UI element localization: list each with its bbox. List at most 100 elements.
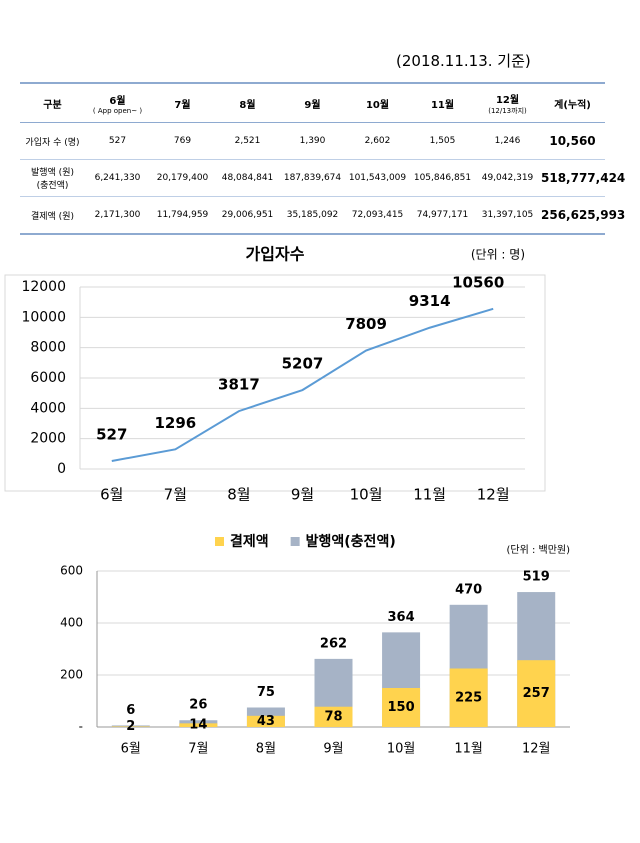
column-header: 계(누적): [540, 82, 605, 123]
row-label: 가입자 수 (명): [20, 122, 85, 160]
column-header: 8월: [215, 82, 280, 123]
x-tick-label: 9월: [323, 742, 343, 757]
y-tick-label: 400: [60, 616, 83, 630]
data-label: 5207: [282, 355, 324, 373]
table-cell: 35,185,092: [280, 196, 345, 235]
table-cell: 20,179,400: [150, 159, 215, 197]
column-header: 구분: [20, 82, 85, 123]
data-label: 14: [189, 718, 207, 733]
data-label: 6: [126, 703, 135, 718]
y-tick-label: 600: [60, 564, 83, 578]
legend-swatch: [290, 537, 300, 546]
data-label: 2: [126, 719, 135, 734]
y-tick-label: 2000: [30, 431, 66, 447]
x-tick-label: 9월: [291, 486, 314, 504]
data-label: 75: [257, 685, 275, 700]
x-tick-label: 8월: [256, 742, 276, 757]
row-label: 발행액 (원) (충전액): [20, 159, 85, 197]
table-cell: 527: [85, 122, 150, 160]
bar: [449, 668, 488, 727]
x-tick-label: 12월: [522, 742, 551, 757]
x-tick-label: 7월: [164, 486, 187, 504]
table-cell: 11,794,959: [150, 196, 215, 235]
line-series: [111, 307, 494, 462]
table-cell: 105,846,851: [410, 159, 475, 197]
table-cell: 1,390: [280, 122, 345, 160]
data-label: 519: [523, 570, 550, 585]
data-label: 527: [96, 426, 127, 444]
x-tick-label: 7월: [188, 742, 208, 757]
table-cell: 2,171,300: [85, 196, 150, 235]
table-cell: 74,977,171: [410, 196, 475, 235]
y-tick-label: 10000: [21, 309, 66, 325]
table-cell: 72,093,415: [345, 196, 410, 235]
data-label: 78: [324, 709, 342, 724]
x-tick-label: 10월: [350, 486, 383, 504]
bar: [314, 706, 353, 727]
data-label: 150: [388, 700, 415, 715]
bar: [246, 715, 285, 727]
plot-frame: [4, 274, 546, 492]
table-cell: 2,602: [345, 122, 410, 160]
data-label: 9314: [409, 292, 451, 310]
x-tick-label: 6월: [100, 486, 123, 504]
y-tick-label: 8000: [30, 340, 66, 356]
data-label: 26: [189, 698, 207, 713]
bar-chart: - 200 400 600 6월 7월 8월 9월 10월 11월 12월 (단위 : 백만원) 결제액…: [60, 533, 570, 757]
column-header: 11월: [410, 82, 475, 123]
y-tick-label: 200: [60, 668, 83, 682]
column-header-label: 6월: [109, 95, 126, 107]
column-header: 10월: [345, 82, 410, 123]
table-cell: 518,777,424: [540, 159, 625, 197]
table-cell: 2,521: [215, 122, 280, 160]
y-tick-label: 6000: [30, 370, 66, 386]
y-tick-label: -: [79, 720, 83, 734]
x-tick-label: 11월: [413, 486, 446, 504]
data-label: 262: [320, 636, 347, 651]
table-cell: 49,042,319: [475, 159, 540, 197]
legend-swatch: [215, 537, 224, 546]
bar: [179, 723, 218, 727]
table-row: 결제액 (원) 2,171,300 11,794,959 29,006,951 35,1…: [20, 196, 625, 235]
summary-table: 구분 6월( App open~ ) 7월 8월 9월 10월 11월 12월 (12/13까지…: [20, 82, 625, 235]
date-note: (2018.11.13. 기준): [396, 52, 531, 70]
data-label: 3817: [218, 376, 260, 394]
row-label-line: (충전액): [36, 181, 69, 191]
data-label: 364: [388, 610, 415, 625]
legend-label: 발행액(충전액): [306, 533, 396, 550]
data-label: 43: [257, 714, 275, 729]
y-tick-label: 4000: [30, 400, 66, 416]
x-tick-label: 6월: [121, 742, 141, 757]
data-label: 225: [455, 690, 482, 705]
row-label-line: 가입자 수 (명): [25, 137, 80, 148]
table-cell: 29,006,951: [215, 196, 280, 235]
column-header: 12월 (12/13까지): [475, 82, 540, 123]
column-header-note: (12/13까지): [488, 106, 527, 115]
data-label: 1296: [154, 414, 196, 432]
data-label: 10560: [452, 273, 504, 291]
line-chart: 0 2000 4000 6000 8000 10000 12000 6월 7월 8월 9월 10월 11…: [4, 245, 546, 504]
x-tick-label: 8월: [227, 486, 250, 504]
x-tick-label: 12월: [477, 486, 510, 504]
table-cell: 187,839,674: [280, 159, 345, 197]
table-cell: 10,560: [540, 122, 605, 160]
x-tick-label: 10월: [387, 742, 416, 757]
table-cell: 101,543,009: [345, 159, 410, 197]
table-cell: 6,241,330: [85, 159, 150, 197]
data-label: 7809: [345, 315, 387, 333]
bar: [382, 688, 421, 727]
unit-label: (단위 : 백만원): [506, 543, 570, 556]
x-tick-label: 11월: [454, 742, 483, 757]
table-cell: 1,505: [410, 122, 475, 160]
table-cell: 31,397,105: [475, 196, 540, 235]
legend-label: 결제액: [230, 533, 269, 550]
table-cell: 256,625,993: [540, 196, 625, 235]
row-label-line: 발행액 (원): [30, 168, 74, 178]
y-tick-label: 12000: [21, 279, 66, 295]
table-cell: 48,084,841: [215, 159, 280, 197]
data-label: 470: [455, 582, 482, 597]
bar: [517, 660, 556, 727]
table-row: 발행액 (원) (충전액) 6,241,330 20,179,400 48,084,84…: [20, 159, 625, 197]
unit-label: (단위 : 명): [471, 248, 525, 262]
